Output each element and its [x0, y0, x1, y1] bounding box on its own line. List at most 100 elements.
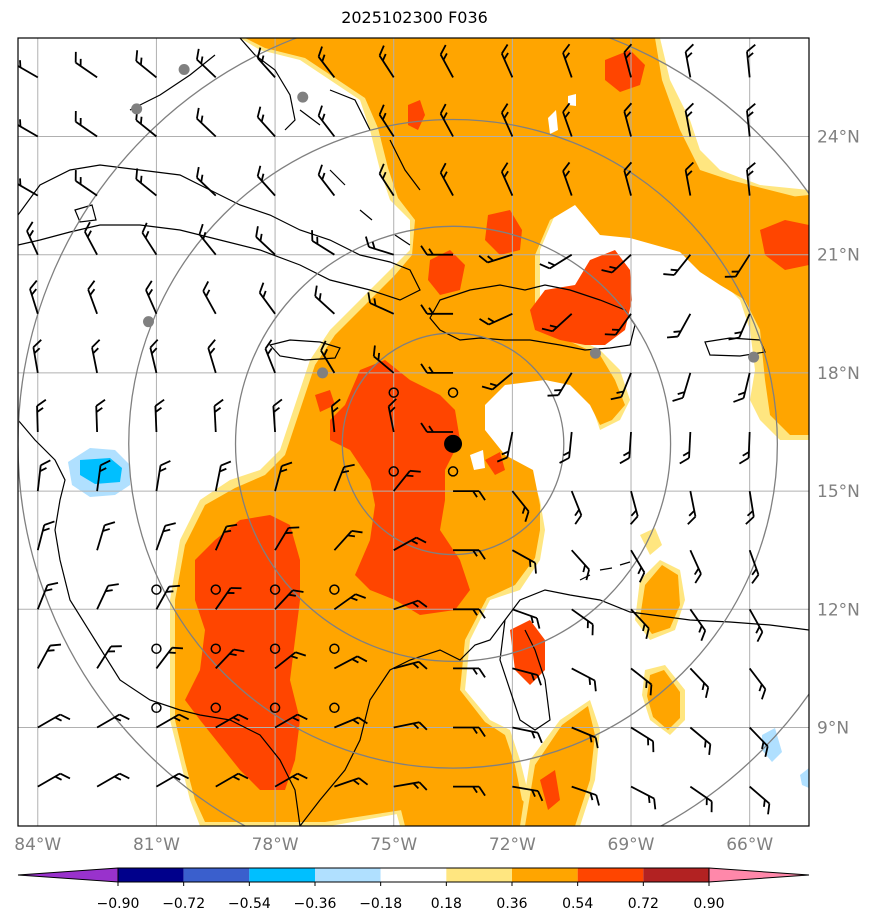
wind-barb	[214, 523, 238, 551]
calm-circle	[269, 643, 281, 654]
calm-circle	[210, 702, 221, 714]
wind-barb	[619, 431, 632, 465]
wind-barb	[330, 398, 341, 433]
wind-barb	[746, 103, 756, 137]
wind-barb	[317, 164, 336, 197]
wind-barb	[748, 608, 764, 643]
colorbar-segment	[577, 868, 644, 882]
wind-barb	[453, 785, 486, 797]
shaded-field	[68, 38, 809, 826]
field-red-nw	[315, 390, 335, 412]
wind-barb	[274, 589, 304, 610]
wind-barb	[439, 103, 454, 137]
field-red-east1	[530, 250, 632, 345]
wind-barb	[439, 44, 454, 78]
calm-circle	[210, 584, 221, 595]
wind-barb	[87, 280, 98, 315]
wind-barb	[511, 490, 530, 522]
wind-barb	[539, 253, 573, 270]
range-ring	[234, 225, 672, 662]
field-red-far-e	[760, 220, 809, 270]
calm-circle	[388, 387, 399, 398]
wind-barb	[37, 713, 71, 729]
field-contour-0.36	[175, 38, 809, 826]
wind-barb	[314, 285, 336, 315]
wind-barb	[453, 549, 486, 560]
field-blob-blue-se	[762, 728, 782, 762]
wind-barb	[630, 549, 646, 583]
coast-bahamas	[299, 89, 421, 246]
range-ring	[341, 332, 565, 556]
wind-barb	[274, 526, 300, 551]
station-dot	[178, 64, 190, 76]
wind-barb	[439, 162, 454, 197]
station-dot	[143, 316, 155, 328]
wind-barb	[728, 313, 751, 341]
graticule	[18, 38, 809, 826]
wind-barb	[334, 716, 368, 729]
wind-barb	[365, 236, 394, 256]
wind-barb	[745, 490, 755, 525]
colorbar-segment	[315, 868, 381, 882]
station-dot	[131, 103, 143, 115]
wind-barb	[547, 372, 573, 397]
field-red-ne	[605, 50, 645, 92]
colorbar-extend-high	[708, 867, 810, 883]
wind-barb	[274, 651, 307, 670]
wind-barb	[738, 431, 751, 465]
wind-barb	[570, 490, 583, 525]
wind-barb	[604, 313, 632, 336]
wind-barb	[36, 643, 62, 669]
wind-barb	[196, 166, 217, 197]
wind-barb	[213, 398, 224, 433]
station-markers	[131, 64, 760, 379]
wind-barb	[141, 222, 158, 256]
wind-barb	[333, 463, 355, 492]
wind-barb	[511, 549, 537, 574]
wind-barb	[155, 772, 190, 788]
wind-barb	[453, 726, 486, 737]
wind-barb	[481, 372, 513, 391]
colorbar-tick-label: −0.18	[359, 896, 402, 912]
wind-barb	[453, 490, 486, 501]
wind-barb	[155, 522, 176, 551]
colorbar-tick-label: −0.36	[294, 896, 337, 912]
wind-barb	[378, 45, 395, 78]
wind-barb	[334, 777, 369, 788]
coast-jamaica	[268, 339, 341, 361]
colorbar-tick-label: −0.90	[97, 896, 140, 912]
colorbar-segment	[512, 868, 578, 882]
wind-barb	[96, 459, 111, 492]
lat-tick-label: 12°N	[817, 600, 860, 620]
wind-barb	[571, 785, 600, 806]
wind-barb	[672, 372, 692, 402]
range-rings	[18, 38, 809, 826]
wind-barb	[96, 713, 130, 729]
calm-circle	[269, 584, 281, 595]
wind-barb	[155, 460, 171, 492]
wind-barb	[274, 461, 293, 492]
wind-barb	[601, 254, 632, 274]
wind-barb	[255, 226, 276, 256]
lon-tick-label: 81°W	[133, 835, 180, 855]
wind-barb	[746, 43, 756, 78]
wind-barb	[317, 105, 336, 138]
calm-circle	[210, 643, 221, 654]
wind-barb	[196, 48, 217, 79]
calm-circle	[329, 584, 340, 595]
lon-tick-label: 75°W	[370, 835, 417, 855]
calm-circle	[329, 702, 340, 714]
wind-barb	[453, 608, 486, 619]
wind-barb	[571, 726, 599, 749]
lon-tick-label: 72°W	[489, 835, 536, 855]
map-panel	[18, 38, 809, 826]
wind-barb	[689, 726, 712, 755]
wind-barb	[198, 223, 217, 256]
station-dot	[297, 91, 309, 103]
wind-barb	[500, 44, 514, 78]
map-frame	[17, 37, 810, 827]
wind-barb	[630, 667, 653, 696]
colorbar-tick-label: −0.54	[228, 896, 271, 912]
wind-barb	[333, 529, 363, 551]
calm-circle	[447, 387, 459, 398]
